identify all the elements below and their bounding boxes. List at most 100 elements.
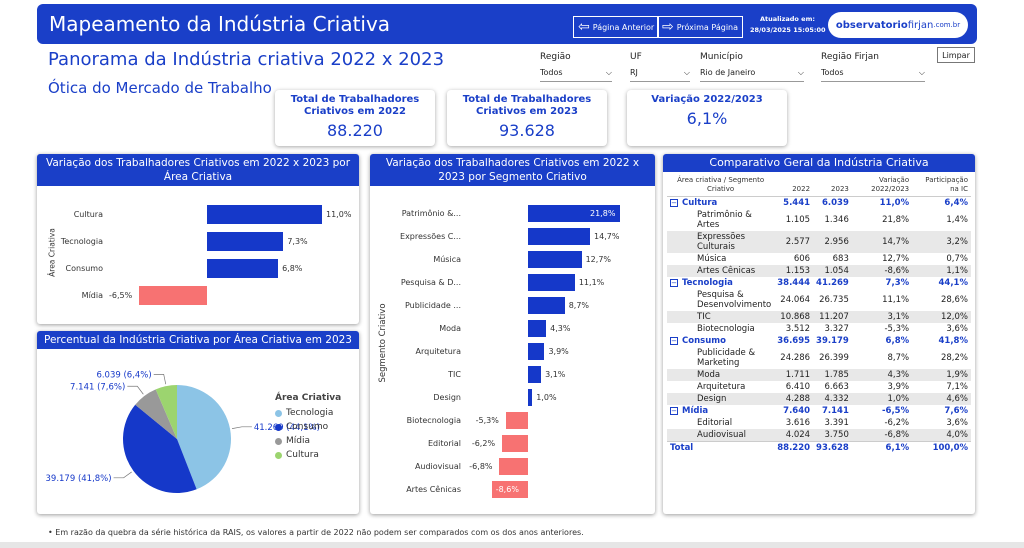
filter-label: UF [630, 52, 642, 62]
table-cell: 2.956 [813, 231, 852, 253]
table-row[interactable]: Editorial 3.616 3.391 -6,2% 3,6% [667, 417, 971, 429]
filter-select[interactable]: Todos ⌵ [540, 68, 612, 82]
bar[interactable] [499, 458, 528, 475]
bar[interactable] [528, 320, 547, 337]
table-row[interactable]: Arquitetura 6.410 6.663 3,9% 7,1% [667, 381, 971, 393]
table-row[interactable]: Total 88.220 93.628 6,1% 100,0% [667, 441, 971, 454]
logo-bold-text: observatorio [835, 19, 908, 31]
table-cell: 26.735 [819, 295, 849, 305]
filter-select[interactable]: Todos ⌵ [821, 68, 925, 82]
pie-slice[interactable] [155, 385, 177, 439]
collapse-icon[interactable]: − [670, 279, 678, 287]
table-cell: 4.288 [774, 393, 814, 405]
legend-item-midia[interactable]: Mídia [275, 436, 341, 446]
table-row[interactable]: Expressões Culturais 2.577 2.956 14,7% 3,2% [667, 231, 971, 253]
table-cell: 683 [832, 254, 849, 264]
bar[interactable] [528, 228, 591, 245]
legend-item-tecnologia[interactable]: Tecnologia [275, 408, 341, 418]
table-row[interactable]: Artes Cênicas 1.153 1.054 -8,6% 1,1% [667, 265, 971, 277]
chevron-down-icon: ⌵ [797, 68, 804, 77]
bar[interactable] [491, 481, 528, 498]
table-cell: 7,6% [944, 406, 968, 416]
table-row[interactable]: Biotecnologia 3.512 3.327 -5,3% 3,6% [667, 323, 971, 335]
column-header[interactable]: Variação 2022/2023 [851, 174, 913, 197]
legend-item-consumo[interactable]: Consumo [275, 422, 341, 432]
bar[interactable] [207, 205, 322, 224]
column-header[interactable]: 2023 [813, 174, 852, 197]
leader-line [113, 471, 132, 479]
bar[interactable] [528, 251, 582, 268]
previous-page-button[interactable]: ⇦ Página Anterior [573, 16, 660, 38]
bar[interactable] [528, 389, 533, 406]
table-cell: 24.286 [780, 353, 811, 363]
clear-filters-button[interactable]: Limpar [937, 47, 975, 63]
kpi-value: 88.220 [327, 121, 383, 140]
comparison-table: Área criativa / Segmento Criativo 2022 2… [667, 174, 971, 454]
table-row[interactable]: − Consumo 36.695 39.179 6,8% 41,8% [667, 335, 971, 347]
collapse-icon[interactable]: − [670, 407, 678, 415]
table-row[interactable]: Pesquisa & Desenvolvimento 24.064 26.735 11… [667, 289, 971, 311]
column-header[interactable]: 2022 [774, 174, 814, 197]
bar[interactable] [501, 435, 528, 452]
filter-regiao[interactable]: Região Todos ⌵ [540, 52, 612, 82]
column-header[interactable]: Participação na IC [912, 174, 971, 197]
updated-info: Atualizado em: 28/03/2025 15:05:00 [750, 14, 826, 36]
table-row[interactable]: Audiovisual 4.024 3.750 -6,8% 4,0% [667, 429, 971, 442]
table-row[interactable]: − Cultura 5.441 6.039 11,0% 6,4% [667, 197, 971, 210]
pie-slice[interactable] [177, 385, 232, 490]
table-cell: 41.269 [816, 278, 849, 288]
table-row[interactable]: Música 606 683 12,7% 0,7% [667, 253, 971, 265]
updated-value: 28/03/2025 15:05:00 [750, 26, 826, 34]
column-header[interactable]: Área criativa / Segmento Criativo [667, 174, 775, 197]
pie-slice[interactable] [135, 389, 177, 439]
bottom-bar [0, 542, 1024, 548]
filter-select[interactable]: RJ ⌵ [630, 68, 690, 82]
table-row[interactable]: Design 4.288 4.332 1,0% 4,6% [667, 393, 971, 405]
filter-value: Todos [821, 68, 844, 77]
legend-title: Área Criativa [275, 393, 342, 403]
legend-label: Consumo [286, 422, 329, 432]
filter-uf[interactable]: UF RJ ⌵ [630, 52, 690, 82]
observatorio-logo[interactable]: observatorio firjan .com.br ➚ [828, 12, 970, 44]
panel-title: Variação dos Trabalhadores Criativos em … [37, 154, 359, 186]
category-label: TIC [448, 369, 461, 379]
table-row[interactable]: − Tecnologia 38.444 41.269 7,3% 44,1% [667, 277, 971, 289]
table-row[interactable]: − Mídia 7.640 7.141 -6,5% 7,6% [667, 405, 971, 417]
table-cell: 6,8% [885, 336, 910, 346]
data-label: 3,1% [545, 369, 566, 379]
collapse-icon[interactable]: − [670, 199, 678, 207]
bar[interactable] [528, 366, 542, 383]
bar[interactable] [528, 297, 565, 314]
data-label: -8,6% [495, 484, 519, 494]
table-cell: 1,9% [912, 369, 971, 381]
table-row[interactable]: TIC 10.868 11.207 3,1% 12,0% [667, 311, 971, 323]
bar[interactable] [139, 286, 207, 305]
bar[interactable] [528, 343, 545, 360]
table-row[interactable]: Patrimônio & Artes 1.105 1.346 21,8% 1,4% [667, 209, 971, 231]
legend-item-cultura[interactable]: Cultura [275, 450, 341, 460]
table-cell: 39.179 [816, 336, 849, 346]
table-cell: 44,1% [938, 278, 969, 288]
table-cell: 6.039 [821, 198, 849, 208]
kpi-value: 6,1% [686, 109, 728, 128]
filter-regiao-firjan[interactable]: Região Firjan Todos ⌵ [821, 52, 925, 82]
bar[interactable] [528, 274, 575, 291]
bar[interactable] [528, 205, 620, 222]
next-page-button[interactable]: ⇨ Próxima Página [657, 16, 744, 38]
filter-select[interactable]: Rio de Janeiro ⌵ [700, 68, 804, 82]
row-name: Tecnologia [682, 278, 733, 288]
pie-slice[interactable] [122, 404, 197, 493]
previous-page-label: Página Anterior [592, 22, 655, 32]
bar[interactable] [505, 412, 528, 429]
table-row[interactable]: Moda 1.711 1.785 4,3% 1,9% [667, 369, 971, 381]
filter-municipio[interactable]: Município Rio de Janeiro ⌵ [700, 52, 804, 82]
bar[interactable] [207, 232, 284, 251]
collapse-icon[interactable]: − [670, 337, 678, 345]
bar[interactable] [207, 259, 279, 278]
table-row[interactable]: Publicidade & Marketing 24.286 26.399 8,7% 2… [667, 347, 971, 369]
kpi-card-2023: Total de Trabalhadores Criativos em 2023… [447, 90, 607, 146]
table-cell: 3,2% [912, 231, 971, 253]
data-label: 11,1% [578, 277, 605, 287]
slice-label: 6.039 (6,4%) [96, 370, 151, 380]
table-cell: 3,9% [887, 382, 910, 392]
